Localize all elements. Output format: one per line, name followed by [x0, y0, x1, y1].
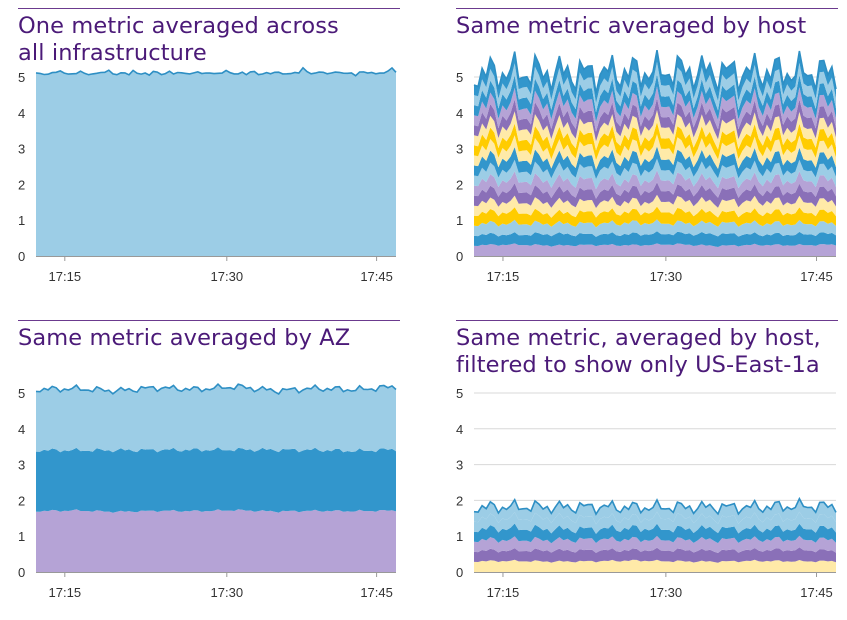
y-tick-label: 5 — [18, 70, 25, 85]
panel-top-rule — [456, 320, 838, 321]
area-series-1 — [474, 231, 836, 247]
series-top-line — [35, 382, 397, 396]
y-tick-label: 2 — [18, 177, 25, 192]
area-series-2 — [474, 219, 836, 237]
y-tick-label: 5 — [18, 386, 25, 401]
chart-title: Same metric averaged by host — [456, 13, 807, 39]
area-series-0 — [36, 67, 396, 256]
area-series-13 — [474, 86, 836, 132]
area-series-11 — [474, 110, 836, 151]
y-tick-label: 2 — [456, 177, 463, 192]
area-series-5 — [474, 182, 836, 208]
x-tick-label: 17:30 — [650, 269, 683, 284]
area-series-5 — [474, 498, 836, 525]
y-tick-label: 4 — [456, 106, 463, 121]
area-series-15 — [474, 61, 836, 113]
x-tick-label: 17:15 — [487, 269, 520, 284]
y-tick-label: 3 — [18, 142, 25, 157]
y-tick-label: 0 — [456, 565, 463, 580]
series-top-line — [473, 49, 837, 94]
y-tick-label: 2 — [456, 493, 463, 508]
y-tick-label: 1 — [18, 213, 25, 228]
area-series-4 — [474, 511, 836, 534]
area-series-14 — [474, 74, 836, 122]
chart-panel-us-east-1a: Same metric, averaged by host, filtered … — [456, 320, 838, 600]
area-series-8 — [474, 146, 836, 179]
panel-top-rule — [18, 8, 400, 9]
y-tick-label: 0 — [18, 565, 25, 580]
chart-plot: 0 1 2 3 4 5 17:15 17:30 17:45 — [18, 66, 397, 284]
x-tick-label: 17:30 — [211, 585, 244, 600]
x-tick-label: 17:30 — [211, 269, 244, 284]
chart-panel-by-az: Same metric averaged by AZ 0 1 2 3 4 5 17:15 17… — [18, 320, 400, 600]
y-tick-label: 1 — [456, 213, 463, 228]
area-series-0 — [36, 509, 396, 572]
area-series-9 — [474, 134, 836, 170]
area-series-12 — [474, 98, 836, 142]
x-tick-label: 17:30 — [650, 585, 683, 600]
y-tick-label: 5 — [456, 70, 463, 85]
chart-title: One metric averaged across all infrastru… — [18, 13, 339, 66]
x-tick-label: 17:15 — [487, 585, 520, 600]
panel-top-rule — [18, 320, 400, 321]
area-series-10 — [474, 122, 836, 160]
y-tick-label: 3 — [456, 458, 463, 473]
y-tick-label: 2 — [18, 493, 25, 508]
area-series-3 — [474, 206, 836, 228]
area-series-1 — [474, 547, 836, 563]
y-tick-label: 4 — [456, 422, 463, 437]
chart-plot: 0 1 2 3 4 5 17:15 17:30 17:45 — [18, 382, 397, 600]
area-series-0 — [474, 243, 836, 256]
y-tick-label: 3 — [18, 458, 25, 473]
x-tick-label: 17:45 — [360, 269, 393, 284]
area-series-4 — [474, 194, 836, 218]
y-tick-label: 4 — [18, 106, 25, 121]
area-series-3 — [474, 523, 836, 544]
area-series-0 — [474, 559, 836, 572]
x-tick-label: 17:45 — [360, 585, 393, 600]
y-tick-label: 4 — [18, 422, 25, 437]
area-series-2 — [36, 384, 396, 453]
panel-top-rule — [456, 8, 838, 9]
y-tick-label: 1 — [456, 529, 463, 544]
x-tick-label: 17:15 — [49, 269, 82, 284]
area-series-2 — [474, 535, 836, 553]
area-series-1 — [36, 447, 396, 513]
chart-title: Same metric, averaged by host, filtered … — [456, 325, 821, 378]
chart-title: Same metric averaged by AZ — [18, 325, 351, 351]
x-tick-label: 17:15 — [49, 585, 82, 600]
area-series-7 — [474, 158, 836, 190]
series-top-line — [473, 496, 837, 516]
series-top-line — [35, 66, 397, 77]
y-tick-label: 1 — [18, 529, 25, 544]
y-tick-label: 0 — [456, 249, 463, 264]
chart-plot: 0 1 2 3 4 5 17:15 17:30 17:45 — [456, 386, 837, 600]
chart-plot: 0 1 2 3 4 5 17:15 17:30 17:45 — [456, 49, 837, 284]
y-tick-label: 0 — [18, 249, 25, 264]
y-tick-label: 5 — [456, 386, 463, 401]
area-series-6 — [474, 170, 836, 199]
chart-panel-by-host: Same metric averaged by host 0 1 2 3 4 5 17:15… — [456, 8, 838, 598]
y-tick-label: 3 — [456, 142, 463, 157]
chart-panel-all-infrastructure: One metric averaged across all infrastru… — [18, 8, 400, 598]
x-tick-label: 17:45 — [800, 585, 833, 600]
x-tick-label: 17:45 — [800, 269, 833, 284]
